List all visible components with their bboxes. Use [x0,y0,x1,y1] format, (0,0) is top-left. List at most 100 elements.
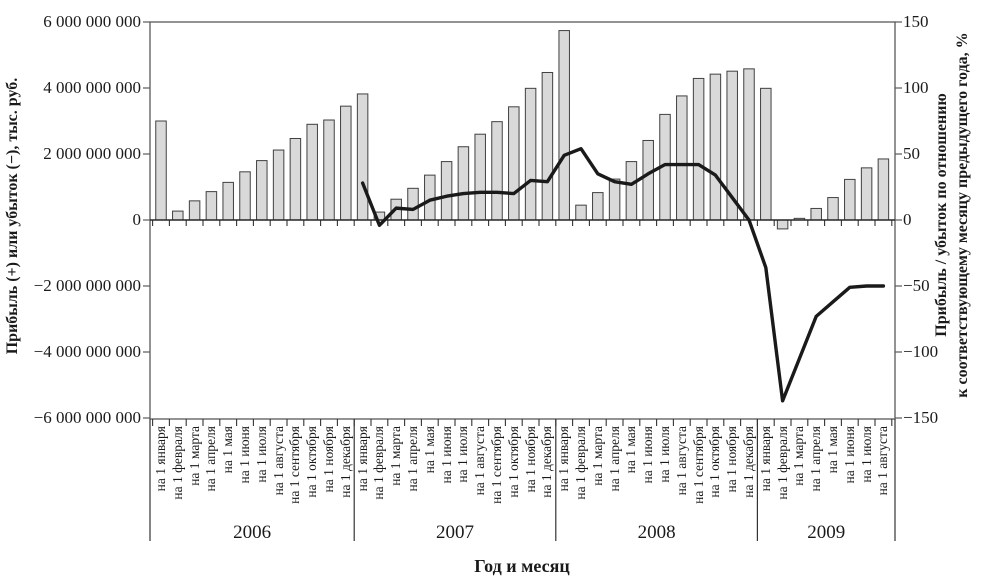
right-axis-tick-label: −50 [903,276,930,295]
profit-bar [474,133,486,221]
month-tick-label-text: на 1 октября [304,426,320,498]
profit-bar [608,178,621,221]
profit-bar [743,68,755,221]
month-tick-label-text: на 1 августа [270,426,286,496]
profit-bar [625,161,638,221]
right-axis-tick-label: 0 [903,210,912,229]
right-axis-tick-label: −150 [903,408,939,427]
month-tick-label-text: на 1 мая [623,426,639,474]
month-tick-label-text: на 1 июня [237,426,252,484]
profit-bar [239,171,251,221]
month-tick-label-text: на 1 июля [455,426,471,483]
month-tick-label-text: на 1 июня [841,426,857,484]
profit-bar [844,178,856,221]
month-tick-label-text: на 1 декабря [337,426,353,498]
profit-bar [424,174,436,221]
profit-bar [289,137,302,221]
month-tick-label-text: на 1 мая [421,426,437,474]
year-label: 2006 [233,522,272,543]
right-axis-title-line2: к соответствующему месяцу предыдущего го… [954,32,971,398]
month-tick-label-text: на 1 января [556,426,572,492]
left-axis-tick-label: −6 000 000 000 [33,408,141,427]
profit-bar [323,119,335,221]
month-tick-label-text: на 1 августа [875,426,891,496]
month-tick-label-text: на 1 июля [657,426,672,483]
month-tick-label-text: на 1 декабря [539,426,555,498]
profit-bar [272,149,285,221]
month-tick-label-text: на 1 июня [640,426,656,484]
profit-bar [205,191,218,221]
month-tick-label-text: на 1 февраля [573,426,588,500]
month-tick-label-text: на 1 мая [220,426,236,474]
month-tick-label-text: на 1 ноября [522,426,538,493]
month-tick-label-text: на 1 марта [186,426,202,486]
profit-bar [709,73,722,221]
month-tick-label-text: на 1 сентября [489,426,504,504]
profit-bar [340,105,352,221]
profit-bar [575,204,587,221]
month-tick-label-text: на 1 октября [505,426,521,498]
month-tick-label-text: на 1 июля [858,426,874,483]
profit-bar [827,197,839,221]
profit-bar [592,192,604,221]
profit-bar [558,30,570,221]
month-tick-label-text: на 1 февраля [774,426,790,500]
left-axis-tick-label: 0 [132,210,142,229]
month-tick-label-text: на 1 августа [673,426,689,496]
profit-bar [810,207,822,221]
profit-bar [457,146,470,221]
right-axis-tick-label: 150 [903,12,929,31]
profit-bar [172,210,184,221]
month-tick-label-text: на 1 марта [388,426,404,486]
left-axis-tick-label: 4 000 000 000 [43,78,141,97]
month-tick-label-text: на 1 января [757,426,773,492]
month-tick-label-text: на 1 сентября [690,426,706,504]
profit-bar [877,158,890,221]
profit-bar [692,77,705,221]
left-axis-tick-label: 6 000 000 000 [43,12,141,31]
right-axis-tick-label: −100 [903,342,939,361]
month-tick-label-text: на 1 февраля [371,426,387,500]
month-tick-label-text: на 1 апреля [405,426,420,492]
month-tick-label-text: на 1 октября [707,426,723,498]
left-axis-title: Прибыль (+) или убыток (−), тыс. руб. [4,77,21,355]
month-tick-label-text: на 1 февраля [169,426,185,500]
month-tick-label-text: на 1 апреля [606,426,622,492]
month-tick-label-text: на 1 июля [253,426,269,483]
month-tick-label-text: на 1 сентября [287,426,303,504]
profit-bar [356,93,369,221]
month-tick-label-text: на 1 апреля [808,426,824,492]
profit-bar [508,106,520,221]
right-axis-tick-label: 100 [903,78,929,97]
x-axis-title: Год и месяц [474,556,570,576]
year-label: 2009 [807,522,846,543]
profit-bar [524,87,537,221]
profit-bar [491,121,503,221]
profit-bar [676,95,688,221]
right-axis-title-line1: Прибыль / убыток по отношению [933,93,950,337]
month-tick-label-text: на 1 августа [472,426,488,496]
month-tick-label-text: на 1 января [354,426,370,492]
profit-bar [222,181,234,221]
left-axis-tick-label: −4 000 000 000 [33,342,141,361]
year-label: 2008 [637,522,676,543]
right-axis-tick-label: 50 [903,144,920,163]
month-tick-label-text: на 1 марта [589,426,605,486]
right-axis-title: Прибыль / убыток по отношению к соответс… [931,0,975,588]
profit-bar [256,160,268,221]
month-tick-label-text: на 1 ноября [724,426,740,493]
profit-bar [760,87,772,221]
profit-bar [860,167,873,221]
month-tick-label-text: на 1 марта [791,426,807,486]
profit-bar [642,139,654,221]
left-axis-tick-label: 2 000 000 000 [43,144,141,163]
month-tick-label-text: на 1 мая [825,426,840,474]
left-axis-tick-label: −2 000 000 000 [33,276,141,295]
month-tick-label-text: на 1 июня [438,426,454,484]
profit-bar [407,187,419,221]
month-tick-label-text: на 1 января [153,426,168,492]
profit-bar [188,200,201,221]
month-tick-label-text: на 1 ноября [321,426,336,493]
